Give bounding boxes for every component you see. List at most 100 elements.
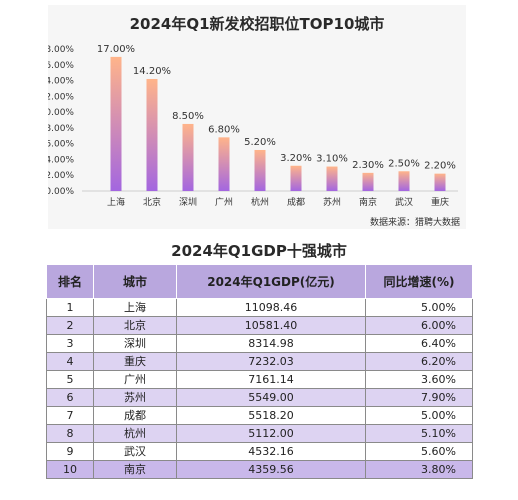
cell-growth: 6.20% [365,352,473,371]
bar-value-label: 2.30% [352,160,384,171]
x-tick-label: 南京 [359,196,377,208]
cell-city: 深圳 [93,334,177,353]
cell-gdp: 10581.40 [176,316,366,335]
x-tick-label: 武汉 [395,196,413,208]
x-tick-label: 杭州 [251,196,269,208]
data-source: 数据来源：猎聘大数据 [369,218,460,228]
table-row: 2 北京 10581.40 6.00% [46,316,473,335]
cell-rank: 4 [46,352,94,371]
bar-value-label: 17.00% [97,44,135,55]
bar-chart: 0.00% 2.00% 4.00% 6.00% 8.00% 10.00% 12.00% 14.… [48,44,458,208]
y-tick-label: 4.00% [48,155,74,165]
header-gdp: 2024年Q1GDP(亿元) [176,264,366,299]
cell-city: 广州 [93,370,177,389]
x-tick-label: 成都 [287,196,305,208]
bar-value-label: 3.10% [316,154,348,165]
cell-growth: 5.10% [365,424,473,443]
y-tick-label: 12.00% [48,92,74,102]
y-tick-label: 0.00% [48,187,74,197]
table-row: 5 广州 7161.14 3.60% [46,370,473,389]
x-tick-label: 深圳 [179,197,197,208]
gdp-table: 排名 城市 2024年Q1GDP(亿元) 同比增速(%) 1 上海 11098.46… [46,264,473,479]
header-growth: 同比增速(%) [365,264,473,299]
chart-card: 2024年Q1新发校招职位TOP10城市 0.00% 2.00% 4.00% 6.00… [48,5,466,229]
cell-rank: 2 [46,316,94,335]
bar [434,173,446,191]
bar [146,78,158,191]
cell-rank: 8 [46,424,94,443]
cell-gdp: 5518.20 [176,406,366,425]
bar [182,123,194,191]
cell-growth: 5.00% [365,406,473,425]
y-tick-label: 14.00% [48,77,74,87]
cell-rank: 9 [46,442,94,461]
cell-growth: 6.00% [365,316,473,335]
bar [398,171,410,191]
y-tick-label: 6.00% [48,140,74,150]
cell-rank: 5 [46,370,94,389]
cell-rank: 6 [46,388,94,407]
cell-gdp: 7161.14 [176,370,366,389]
cell-city: 重庆 [93,352,177,371]
bar-value-label: 2.20% [424,161,456,172]
table-row: 10 南京 4359.56 3.80% [46,460,473,479]
table-body: 1 上海 11098.46 5.00% 2 北京 10581.40 6.00% 3 深圳 8314.… [46,298,473,479]
cell-city: 上海 [93,298,177,317]
cell-rank: 10 [46,460,94,479]
cell-city: 杭州 [93,424,177,443]
y-tick-label: 2.00% [48,171,74,181]
table-row: 6 苏州 5549.00 7.90% [46,388,473,407]
cell-growth: 3.80% [365,460,473,479]
x-tick-label: 广州 [215,196,233,208]
x-tick-label: 重庆 [431,196,449,208]
y-tick-label: 16.00% [48,61,74,71]
bar-value-label: 14.20% [133,66,171,77]
cell-growth: 3.60% [365,370,473,389]
cell-growth: 5.00% [365,298,473,317]
cell-gdp: 5549.00 [176,388,366,407]
header-city: 城市 [93,264,177,299]
cell-city: 武汉 [93,442,177,461]
cell-city: 北京 [93,316,177,335]
table-row: 7 成都 5518.20 5.00% [46,406,473,425]
y-tick-label: 10.00% [48,108,74,118]
table-row: 8 杭州 5112.00 5.10% [46,424,473,443]
cell-growth: 6.40% [365,334,473,353]
cell-rank: 3 [46,334,94,353]
bar-value-label: 2.50% [388,158,420,169]
bar [218,137,230,191]
bar [254,149,266,191]
cell-rank: 1 [46,298,94,317]
cell-growth: 7.90% [365,388,473,407]
bar-value-label: 8.50% [172,111,204,122]
bar [110,56,122,192]
cell-gdp: 5112.00 [176,424,366,443]
bar [326,166,338,191]
cell-gdp: 11098.46 [176,298,366,317]
header-rank: 排名 [46,264,94,299]
x-tick-label: 北京 [143,196,161,208]
cell-city: 苏州 [93,388,177,407]
bar [290,165,302,191]
cell-city: 成都 [93,406,177,425]
table-row: 9 武汉 4532.16 5.60% [46,442,473,461]
cell-city: 南京 [93,460,177,479]
bar-value-label: 5.20% [244,137,276,148]
y-tick-label: 8.00% [48,124,74,134]
cell-gdp: 4359.56 [176,460,366,479]
cell-rank: 7 [46,406,94,425]
bar-value-label: 3.20% [280,153,312,164]
bar-value-label: 6.80% [208,124,240,135]
x-tick-label: 苏州 [323,196,341,208]
cell-gdp: 8314.98 [176,334,366,353]
table-row: 1 上海 11098.46 5.00% [46,298,473,317]
table-row: 3 深圳 8314.98 6.40% [46,334,473,353]
bar [362,172,374,191]
table-title: 2024年Q1GDP十强城市 [171,242,347,260]
x-tick-label: 上海 [107,196,125,208]
cell-growth: 5.60% [365,442,473,461]
table-row: 4 重庆 7232.03 6.20% [46,352,473,371]
cell-gdp: 4532.16 [176,442,366,461]
chart-title: 2024年Q1新发校招职位TOP10城市 [129,15,385,33]
cell-gdp: 7232.03 [176,352,366,371]
